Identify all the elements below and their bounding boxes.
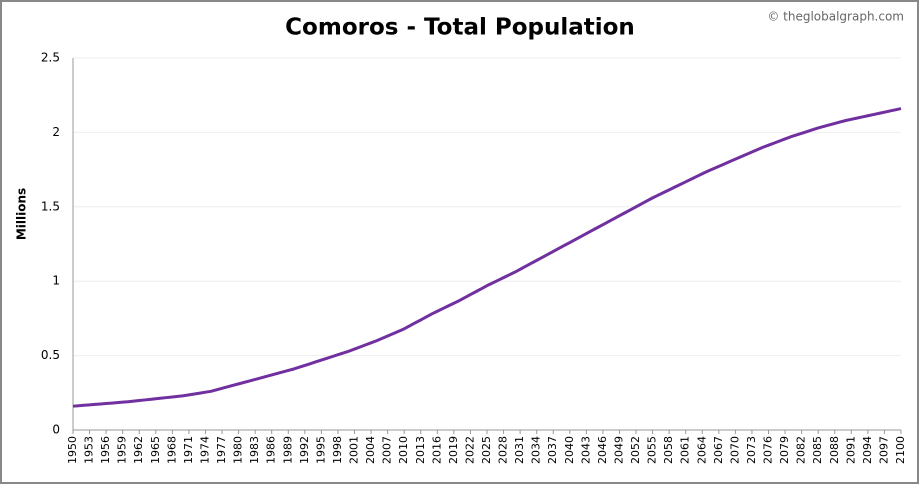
x-tick-label: 2037 — [546, 436, 559, 464]
x-tick-label: 2061 — [679, 436, 692, 464]
x-tick-label: 2073 — [745, 436, 758, 464]
y-tick-label: 0.5 — [41, 348, 60, 362]
x-tick-label: 2049 — [612, 436, 625, 464]
x-tick-label: 2055 — [646, 436, 659, 464]
x-tick-label: 2082 — [795, 436, 808, 464]
x-tick-label: 2052 — [629, 436, 642, 464]
x-tick-label: 2067 — [712, 436, 725, 464]
x-tick-label: 1989 — [281, 436, 294, 464]
x-tick-label: 2016 — [430, 436, 443, 464]
x-tick-label: 1965 — [149, 436, 162, 464]
x-tick-label: 2007 — [381, 436, 394, 464]
x-tick-label: 2085 — [811, 436, 824, 464]
x-tick-label: 1968 — [165, 436, 178, 464]
x-tick-label: 2001 — [348, 436, 361, 464]
x-tick-label: 2058 — [662, 436, 675, 464]
x-tick-label: 2004 — [364, 436, 377, 464]
x-tick-label: 2064 — [695, 436, 708, 464]
x-tick-label: 1971 — [182, 436, 195, 464]
x-tick-label: 2022 — [463, 436, 476, 464]
source: © theglobalgraph.com — [767, 10, 904, 24]
x-tick-label: 2046 — [596, 436, 609, 464]
y-tick-label: 1 — [52, 274, 60, 288]
x-tick-label: 1953 — [83, 436, 96, 464]
x-tick-label: 1986 — [265, 436, 278, 464]
y-tick-label: 0 — [52, 423, 60, 437]
x-tick-label: 2034 — [530, 436, 543, 464]
x-tick-label: 1977 — [215, 436, 228, 464]
x-tick-label: 2070 — [728, 436, 741, 464]
x-tick-label: 1995 — [314, 436, 327, 464]
x-tick-label: 1992 — [298, 436, 311, 464]
x-tick-label: 2025 — [480, 436, 493, 464]
x-tick-label: 2019 — [447, 436, 460, 464]
x-tick-label: 1998 — [331, 436, 344, 464]
x-tick-label: 1980 — [232, 436, 245, 464]
x-tick-label: 1950 — [66, 436, 79, 464]
x-tick-label: 2094 — [861, 436, 874, 464]
x-tick-label: 1974 — [198, 436, 211, 464]
x-tick-label: 1962 — [132, 436, 145, 464]
x-tick-label: 2088 — [828, 436, 841, 464]
x-tick-label: 2043 — [579, 436, 592, 464]
x-tick-label: 2040 — [563, 436, 576, 464]
x-tick-label: 2010 — [397, 436, 410, 464]
x-tick-label: 2097 — [877, 436, 890, 464]
chart-title: Comoros - Total Population — [285, 15, 635, 41]
x-tick-label: 2079 — [778, 436, 791, 464]
x-tick-label: 2091 — [844, 436, 857, 464]
x-tick-label: 1959 — [116, 436, 129, 464]
x-tick-label: 2031 — [513, 436, 526, 464]
x-tick-label: 2028 — [497, 436, 510, 464]
y-tick-label: 2 — [52, 125, 60, 139]
x-tick-label: 1983 — [248, 436, 261, 464]
x-tick-label: 2100 — [894, 436, 907, 464]
x-tick-label: 2013 — [414, 436, 427, 464]
y-tick-label: 2.5 — [41, 51, 60, 65]
data-line — [72, 107, 902, 408]
x-tick-label: 2076 — [762, 436, 775, 464]
y-axis-label: Millions — [15, 188, 29, 240]
x-tick-label: 1956 — [99, 436, 112, 464]
y-tick-label: 1.5 — [41, 199, 60, 213]
